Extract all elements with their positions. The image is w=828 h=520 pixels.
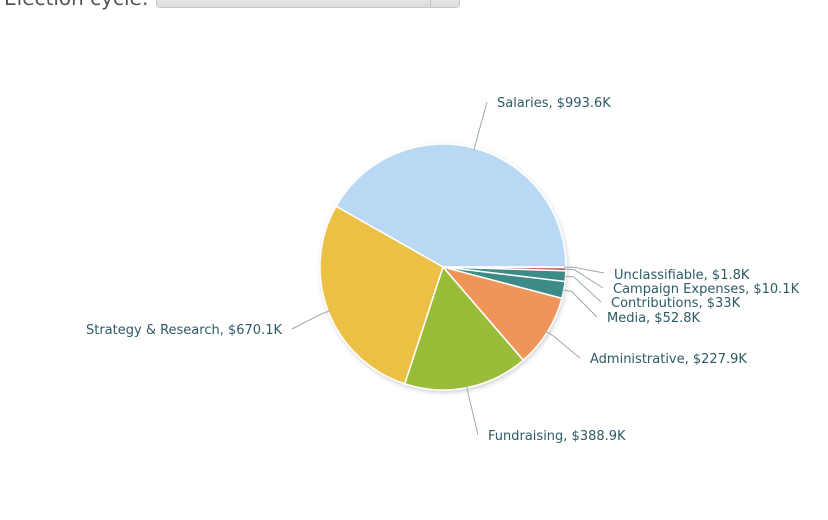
election-cycle-filter: Election cycle: <box>4 0 149 10</box>
connector-administrative <box>545 330 581 359</box>
label-contributions: Contributions, $33K <box>611 296 741 311</box>
label-salaries: Salaries, $993.6K <box>497 96 611 111</box>
label-unclassifiable: Unclassifiable, $1.8K <box>614 268 750 283</box>
label-fundraising: Fundraising, $388.9K <box>488 429 626 444</box>
connector-media <box>561 289 598 318</box>
connector-campaign-expenses <box>563 268 604 289</box>
connector-salaries <box>473 101 488 151</box>
label-media: Media, $52.8K <box>607 311 701 326</box>
label-strategy-and-research: Strategy & Research, $670.1K <box>86 323 282 338</box>
label-administrative: Administrative, $227.9K <box>590 352 747 367</box>
connector-fundraising <box>466 385 479 436</box>
election-cycle-select[interactable] <box>156 0 460 8</box>
connector-unclassifiable <box>564 266 605 274</box>
label-campaign-expenses: Campaign Expenses, $10.1K <box>613 282 800 297</box>
connector-contributions <box>563 275 602 303</box>
select-divider <box>430 0 431 7</box>
connector-strategy-and-research <box>291 310 331 330</box>
election-cycle-label: Election cycle: <box>4 0 149 10</box>
